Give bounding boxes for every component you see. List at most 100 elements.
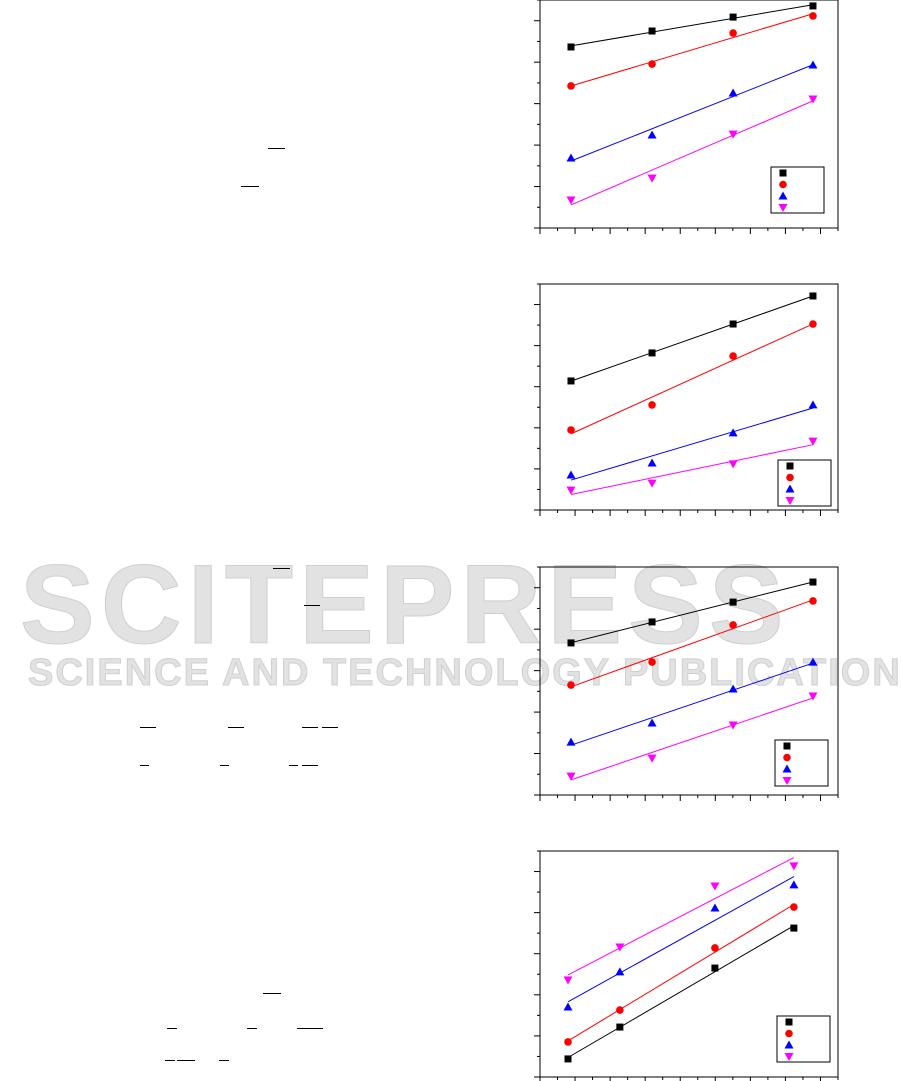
data-point-series-1: [648, 27, 656, 35]
fit-line-series-1: [570, 581, 814, 644]
data-point-series-3: [710, 903, 720, 912]
data-point-series-1: [567, 377, 575, 385]
legend-marker-series-3: [785, 484, 795, 493]
data-point-series-1: [729, 13, 737, 21]
legend-marker-series-2: [786, 473, 794, 482]
data-point-series-3: [647, 718, 657, 727]
chart-1: [534, 0, 839, 234]
fraction-bar: [268, 148, 285, 149]
data-point-series-2: [809, 12, 817, 20]
data-point-series-1: [729, 598, 737, 606]
legend-marker-series-1: [783, 742, 791, 750]
plot-frame: [539, 850, 839, 1078]
data-point-series-4: [808, 95, 818, 104]
fraction-bar: [289, 765, 298, 766]
legend-box: [770, 166, 825, 214]
fraction-bar: [177, 1060, 195, 1061]
fit-line-series-2: [570, 323, 814, 435]
data-point-series-3: [808, 60, 818, 69]
data-point-series-1: [809, 2, 817, 10]
data-point-series-4: [566, 772, 576, 781]
legend-marker-series-2: [785, 1029, 793, 1038]
data-point-series-3: [566, 470, 576, 479]
data-point-series-3: [808, 657, 818, 666]
data-point-series-4: [728, 460, 738, 469]
data-point-series-2: [809, 597, 817, 605]
watermark-title: SCITEPRESS: [20, 542, 790, 668]
fraction-bar: [165, 1060, 175, 1061]
data-point-series-3: [563, 1002, 573, 1011]
fit-line-series-4: [570, 100, 814, 206]
data-point-series-1: [567, 639, 575, 647]
data-point-series-3: [647, 130, 657, 139]
data-point-series-1: [809, 578, 817, 586]
data-point-series-2: [648, 60, 656, 68]
legend-marker-series-2: [779, 180, 787, 189]
data-point-series-4: [728, 130, 738, 139]
plot-frame: [539, 283, 839, 511]
fraction-bar: [304, 605, 320, 606]
data-point-series-2: [648, 658, 656, 666]
fraction-bar: [302, 765, 318, 766]
legend-box: [774, 739, 829, 787]
chart-2: [534, 283, 839, 516]
data-point-series-4: [566, 486, 576, 495]
data-point-series-1: [729, 320, 737, 328]
data-point-series-4: [808, 437, 818, 446]
fit-line-series-1: [570, 295, 814, 382]
data-point-series-2: [711, 944, 719, 952]
fit-line-series-3: [567, 876, 795, 1003]
fraction-bar: [247, 1028, 257, 1029]
data-point-series-1: [648, 618, 656, 626]
fit-line-series-1: [567, 925, 795, 1058]
data-point-series-4: [710, 882, 720, 891]
data-point-series-1: [564, 1055, 572, 1063]
chart-3: [534, 566, 839, 801]
data-point-series-2: [729, 352, 737, 360]
fit-line-series-4: [570, 697, 814, 781]
data-point-series-1: [648, 349, 656, 357]
data-point-series-3: [615, 967, 625, 976]
data-point-series-2: [729, 29, 737, 37]
data-point-series-2: [729, 621, 737, 629]
data-point-series-2: [564, 1038, 572, 1046]
legend-marker-series-4: [778, 204, 788, 212]
fraction-bar: [140, 727, 156, 728]
fit-line-series-3: [570, 64, 814, 162]
fraction-bar: [167, 1028, 177, 1029]
data-point-series-4: [647, 754, 657, 763]
fit-line-series-3: [570, 662, 814, 746]
fit-line-series-4: [567, 857, 795, 976]
legend-marker-series-4: [782, 777, 792, 785]
data-point-series-2: [567, 681, 575, 689]
fraction-bar: [297, 1028, 323, 1029]
data-point-series-1: [790, 924, 798, 932]
legend-marker-series-2: [783, 753, 791, 762]
fit-line-series-3: [570, 407, 814, 481]
fraction-bar: [228, 727, 244, 728]
data-point-series-1: [809, 292, 817, 300]
legend-marker-series-1: [786, 462, 794, 470]
plot-frame: [539, 566, 839, 796]
legend-marker-series-1: [785, 1018, 793, 1026]
data-point-series-2: [567, 82, 575, 90]
data-point-series-3: [566, 153, 576, 162]
data-point-series-4: [566, 196, 576, 205]
data-point-series-1: [567, 43, 575, 51]
legend-marker-series-3: [782, 764, 792, 773]
data-point-series-3: [566, 737, 576, 746]
fit-line-series-2: [570, 13, 814, 87]
data-point-series-4: [647, 479, 657, 488]
data-point-series-3: [728, 88, 738, 97]
data-point-series-4: [615, 943, 625, 952]
data-point-series-3: [728, 428, 738, 437]
legend-box: [777, 459, 832, 507]
data-point-series-1: [711, 964, 719, 972]
fit-line-series-1: [570, 4, 814, 47]
legend-marker-series-3: [778, 191, 788, 200]
fit-line-series-2: [570, 599, 814, 688]
plot-frame: [539, 0, 839, 229]
fraction-bar: [220, 765, 229, 766]
data-point-series-2: [790, 903, 798, 911]
legend-box: [776, 1015, 831, 1063]
